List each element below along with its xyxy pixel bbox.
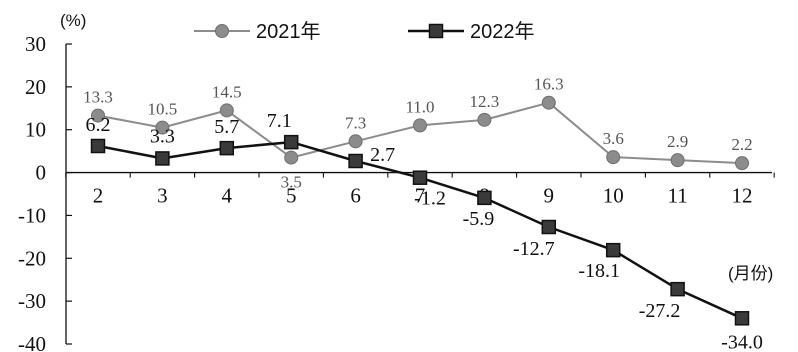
- data-point-2021: [155, 120, 170, 135]
- data-label-2022: 7.1: [267, 110, 292, 132]
- data-label-2022: -18.1: [578, 260, 620, 282]
- y-tick-label: -10: [18, 203, 46, 227]
- data-point-2022: [541, 219, 557, 235]
- data-label-2021: 7.3: [345, 113, 366, 132]
- data-point-2022: [348, 153, 363, 169]
- series-lines: [97, 101, 743, 320]
- chart-legend: 2021年 2022年: [194, 20, 535, 43]
- y-tick-label: 30: [25, 32, 46, 56]
- data-point-2022: [670, 281, 685, 297]
- data-label-2021: 10.5: [148, 100, 178, 119]
- y-tick-label: -30: [18, 289, 46, 313]
- data-label-2021: 13.3: [83, 88, 113, 107]
- data-point-2021: [91, 108, 105, 123]
- y-axis-unit-label: (%): [60, 11, 86, 30]
- data-point-2022: [477, 190, 492, 206]
- data-label-2021: 2.2: [731, 135, 752, 154]
- x-axis-unit-label: (月份): [728, 264, 773, 283]
- data-point-2021: [735, 156, 749, 171]
- data-point-2021: [541, 95, 556, 110]
- data-label-2021: 12.3: [470, 92, 500, 111]
- data-point-2022: [90, 138, 106, 154]
- data-point-2022: [412, 170, 428, 185]
- legend-label-2021: 2021年: [256, 20, 321, 43]
- data-point-2022: [283, 134, 299, 150]
- x-tick-label: 10: [603, 184, 624, 208]
- legend-label-2022: 2022年: [470, 20, 535, 43]
- data-point-2021: [670, 153, 685, 168]
- data-label-2021: 11.0: [405, 97, 434, 116]
- data-label-2022: -34.0: [721, 331, 763, 352]
- data-point-2021: [284, 150, 299, 165]
- data-label-2022: 5.7: [214, 116, 239, 138]
- data-label-2022: -1.2: [414, 188, 446, 210]
- data-point-2021: [413, 118, 427, 133]
- data-point-2022: [219, 140, 235, 156]
- x-tick-label: 6: [350, 184, 361, 208]
- y-tick-label: -40: [18, 332, 46, 352]
- y-tick-label: 20: [25, 75, 46, 99]
- data-label-2022: -5.9: [463, 208, 495, 230]
- data-label-2021: 16.3: [534, 75, 564, 94]
- data-point-2021: [348, 134, 363, 149]
- y-tick-label: -20: [18, 246, 46, 270]
- data-label-2022: 6.2: [86, 114, 111, 136]
- legend-marker-2022: [428, 23, 444, 39]
- data-point-2022: [734, 311, 750, 326]
- data-point-2022: [155, 151, 170, 166]
- data-labels: 13.3 10.5 14.5 3.5 7.3 11.0 12.3 16.3 3.6 2.9 2.2 6…: [83, 75, 763, 352]
- data-label-2022: 2.7: [370, 144, 395, 166]
- series-markers: [90, 95, 750, 326]
- data-label-2022: -27.2: [639, 300, 681, 322]
- y-tick-label: 10: [25, 118, 46, 142]
- data-point-2021: [477, 112, 492, 127]
- data-point-2022: [605, 242, 621, 258]
- x-tick-label: 3: [157, 184, 168, 208]
- data-point-2021: [606, 150, 621, 165]
- x-tick-label: 12: [732, 184, 753, 208]
- legend-marker-2021: [215, 24, 229, 38]
- data-label-2021: 3.5: [281, 173, 302, 192]
- data-label-2021: 3.6: [603, 129, 624, 148]
- y-tick-label: 0: [36, 161, 47, 185]
- x-tick-label: 9: [544, 184, 555, 208]
- x-tick-label: 11: [667, 184, 687, 208]
- x-tick-label: 5: [286, 184, 297, 208]
- x-tick-label: 2: [93, 184, 104, 208]
- data-point-2021: [219, 103, 234, 118]
- x-tick-label: 4: [222, 184, 233, 208]
- x-tick-label: 7: [415, 184, 426, 208]
- data-label-2022: -12.7: [513, 238, 555, 260]
- data-label-2021: 14.5: [212, 82, 242, 101]
- data-label-2022: 3.3: [150, 125, 175, 147]
- data-label-2021: 2.9: [667, 132, 688, 151]
- series-line-2022: [97, 140, 743, 320]
